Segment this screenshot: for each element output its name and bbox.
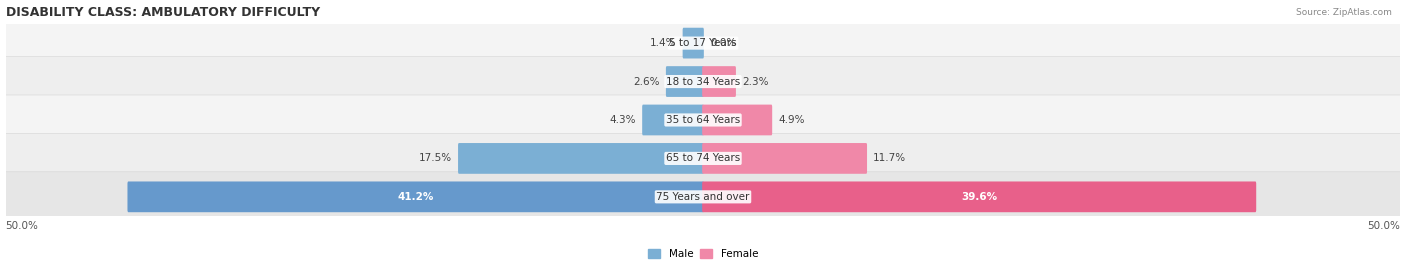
- Text: Source: ZipAtlas.com: Source: ZipAtlas.com: [1296, 8, 1392, 17]
- Text: DISABILITY CLASS: AMBULATORY DIFFICULTY: DISABILITY CLASS: AMBULATORY DIFFICULTY: [6, 6, 319, 18]
- FancyBboxPatch shape: [3, 95, 1403, 145]
- FancyBboxPatch shape: [458, 143, 704, 174]
- FancyBboxPatch shape: [702, 181, 1256, 212]
- FancyBboxPatch shape: [643, 105, 704, 135]
- Text: 0.0%: 0.0%: [710, 38, 737, 48]
- FancyBboxPatch shape: [702, 105, 772, 135]
- Text: 18 to 34 Years: 18 to 34 Years: [666, 77, 740, 87]
- FancyBboxPatch shape: [3, 172, 1403, 222]
- Text: 50.0%: 50.0%: [1368, 221, 1400, 231]
- FancyBboxPatch shape: [683, 28, 704, 58]
- Text: 1.4%: 1.4%: [650, 38, 676, 48]
- Text: 75 Years and over: 75 Years and over: [657, 192, 749, 202]
- FancyBboxPatch shape: [3, 133, 1403, 183]
- Text: 17.5%: 17.5%: [419, 153, 451, 163]
- Text: 50.0%: 50.0%: [6, 221, 38, 231]
- Text: 41.2%: 41.2%: [398, 192, 434, 202]
- Text: 5 to 17 Years: 5 to 17 Years: [669, 38, 737, 48]
- Text: 2.6%: 2.6%: [633, 77, 659, 87]
- Text: 2.3%: 2.3%: [742, 77, 769, 87]
- Text: 35 to 64 Years: 35 to 64 Years: [666, 115, 740, 125]
- Legend: Male, Female: Male, Female: [648, 249, 758, 259]
- FancyBboxPatch shape: [666, 66, 704, 97]
- FancyBboxPatch shape: [128, 181, 704, 212]
- FancyBboxPatch shape: [702, 66, 735, 97]
- Text: 4.9%: 4.9%: [779, 115, 804, 125]
- Text: 39.6%: 39.6%: [962, 192, 997, 202]
- FancyBboxPatch shape: [3, 18, 1403, 68]
- Text: 65 to 74 Years: 65 to 74 Years: [666, 153, 740, 163]
- FancyBboxPatch shape: [702, 143, 868, 174]
- FancyBboxPatch shape: [3, 57, 1403, 106]
- Text: 11.7%: 11.7%: [873, 153, 907, 163]
- Text: 4.3%: 4.3%: [610, 115, 636, 125]
